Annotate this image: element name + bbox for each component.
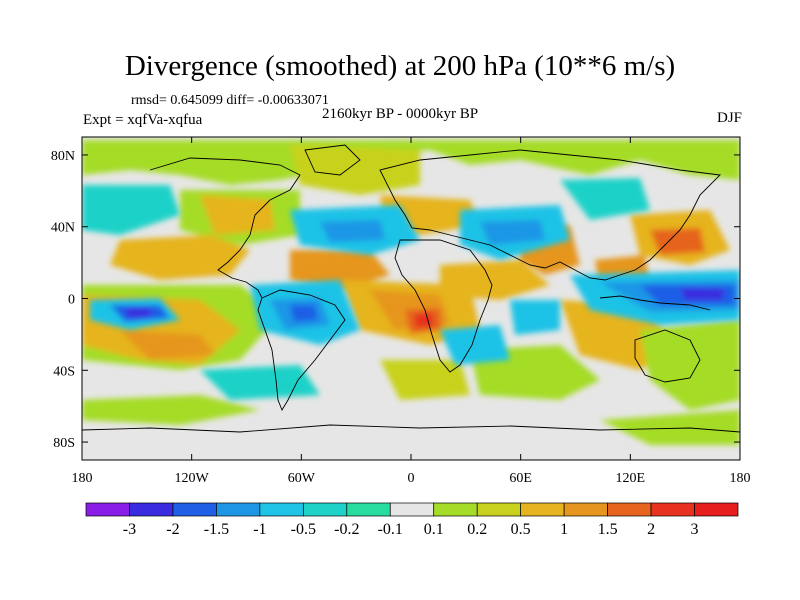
colorbar-swatch (433, 502, 478, 517)
colorbar-label: -3 (123, 521, 136, 538)
field-region (82, 185, 180, 235)
field-region (680, 288, 725, 300)
colorbar-swatch (259, 502, 304, 517)
axis-ticks (81, 137, 741, 460)
colorbar-label: 0.2 (467, 521, 487, 538)
colorbar-label: 1 (560, 521, 568, 538)
colorbar-swatch (85, 502, 130, 517)
experiment-label: Expt = xqfVa-xqfua (83, 112, 203, 128)
colorbar-label: 0.5 (511, 521, 531, 538)
field-region (650, 228, 705, 255)
field-region (600, 410, 740, 445)
colorbar-swatch (520, 502, 565, 517)
field-region (82, 140, 740, 185)
colorbar-label: -1.5 (204, 521, 229, 538)
colorbar-label: -1 (253, 521, 266, 538)
x-tick-label: 60W (288, 471, 316, 486)
colorbar-label: -0.5 (291, 521, 316, 538)
field-region (414, 313, 434, 328)
y-tick-label: 80S (53, 436, 75, 451)
field-region (290, 145, 420, 195)
colorbar-swatch (346, 502, 391, 517)
x-tick-label: 120E (616, 471, 646, 486)
colorbar-label: -0.1 (378, 521, 403, 538)
field-region (380, 360, 470, 400)
coastline-north-america (149, 157, 301, 299)
coastline-indonesia (599, 295, 711, 311)
x-tick-label: 0 (408, 471, 415, 486)
x-tick-label: 120W (175, 471, 210, 486)
colorbar-label: 0.1 (424, 521, 444, 538)
field-region (290, 250, 390, 290)
stats-text: rmsd= 0.645099 diff= -0.00633071 (131, 93, 329, 108)
field-region (290, 305, 318, 322)
y-tick-label: 80N (51, 149, 75, 164)
field-region (440, 325, 510, 365)
colorbar-swatch (694, 502, 739, 517)
field-region (125, 308, 152, 318)
coastline-africa (394, 239, 493, 373)
field-region (320, 220, 385, 242)
field-region (200, 195, 275, 235)
colorbar-swatch (389, 502, 435, 517)
colorbar-swatch (476, 502, 522, 517)
field-region (560, 178, 650, 220)
field-region (110, 235, 250, 280)
axis-tick-labels: 180 120W 60W 0 60E 120E 180 80N 40N 0 40S 80S (51, 149, 751, 486)
field-region (480, 220, 545, 245)
colorbar-label: 1.5 (598, 521, 618, 538)
x-tick-label: 180 (730, 471, 751, 486)
colorbar (85, 502, 739, 517)
season-label: DJF (716, 110, 742, 126)
coastline-eurasia (379, 149, 721, 281)
period-label: 2160kyr BP - 0000kyr BP (322, 106, 479, 122)
field-region (200, 365, 320, 400)
colorbar-swatch (172, 502, 217, 517)
x-tick-label: 60E (509, 471, 532, 486)
coastline-australia (634, 329, 701, 383)
colorbar-swatch (216, 502, 261, 517)
colorbar-label: 3 (691, 521, 699, 538)
coastlines (82, 144, 740, 433)
coastline-greenland (304, 144, 361, 176)
field-region (640, 320, 740, 410)
colorbar-label: 2 (647, 521, 655, 538)
colorbar-swatch (607, 502, 652, 517)
colorbar-label: -0.2 (334, 521, 359, 538)
y-tick-label: 40N (51, 221, 75, 236)
y-tick-label: 40S (53, 364, 75, 379)
colorbar-swatch (129, 502, 174, 517)
x-tick-label: 180 (72, 471, 93, 486)
colorbar-swatch (563, 502, 608, 517)
colorbar-swatch (650, 502, 695, 517)
colorbar-labels: -3 -2 -1.5 -1 -0.5 -0.2 -0.1 0.1 0.2 0.5 1 1.5 2 3 (123, 521, 699, 538)
coastline-antarctica (82, 424, 740, 433)
y-tick-label: 0 (68, 293, 75, 308)
field-region (120, 330, 215, 360)
colorbar-label: -2 (166, 521, 179, 538)
chart-title: Divergence (smoothed) at 200 hPa (10**6 … (124, 50, 676, 82)
coastline-south-america (257, 289, 346, 412)
field-region (510, 300, 560, 335)
field-region (82, 395, 260, 425)
field-shading (82, 140, 740, 445)
colorbar-swatch (302, 502, 348, 517)
